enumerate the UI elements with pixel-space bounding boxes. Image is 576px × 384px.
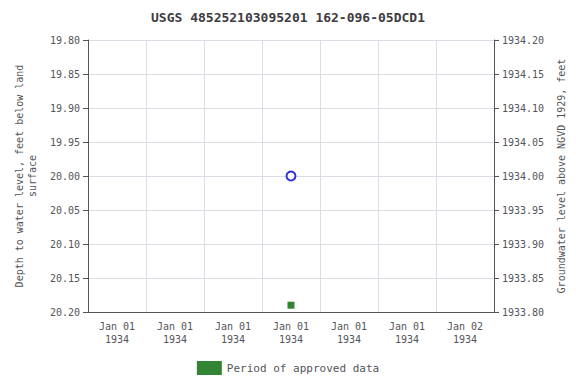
svg-text:19.85: 19.85 [50,69,80,80]
svg-text:Jan 01: Jan 01 [99,321,135,332]
svg-text:20.20: 20.20 [50,307,80,318]
svg-text:20.00: 20.00 [50,171,80,182]
svg-text:Jan 01: Jan 01 [389,321,425,332]
svg-text:1934.10: 1934.10 [502,103,544,114]
svg-text:surface: surface [27,155,38,197]
svg-text:1934: 1934 [337,334,361,345]
svg-text:USGS 485252103095201 162-096-0: USGS 485252103095201 162-096-05DCD1 [151,10,425,25]
svg-text:1934: 1934 [105,334,129,345]
svg-text:19.90: 19.90 [50,103,80,114]
svg-text:1933.80: 1933.80 [502,307,544,318]
svg-text:Depth to water level, feet bel: Depth to water level, feet below land [14,65,25,288]
svg-text:1934.05: 1934.05 [502,137,544,148]
svg-text:1933.85: 1933.85 [502,273,544,284]
svg-text:1934: 1934 [395,334,419,345]
svg-text:1934.00: 1934.00 [502,171,544,182]
svg-text:19.80: 19.80 [50,35,80,46]
svg-text:20.10: 20.10 [50,239,80,250]
svg-text:1934.20: 1934.20 [502,35,544,46]
svg-text:1934.15: 1934.15 [502,69,544,80]
svg-text:1934: 1934 [163,334,187,345]
svg-text:Jan 01: Jan 01 [331,321,367,332]
svg-text:1934: 1934 [453,334,477,345]
svg-text:Jan 02: Jan 02 [447,321,483,332]
svg-text:Jan 01: Jan 01 [157,321,193,332]
svg-text:Groundwater level above NGVD 1: Groundwater level above NGVD 1929, feet [556,59,567,294]
svg-text:20.15: 20.15 [50,273,80,284]
svg-text:Jan 01: Jan 01 [215,321,251,332]
svg-text:20.05: 20.05 [50,205,80,216]
svg-text:1933.95: 1933.95 [502,205,544,216]
svg-text:Period of approved data: Period of approved data [227,362,379,375]
svg-text:1934: 1934 [221,334,245,345]
svg-text:1933.90: 1933.90 [502,239,544,250]
svg-text:19.95: 19.95 [50,137,80,148]
svg-text:Jan 01: Jan 01 [273,321,309,332]
svg-text:1934: 1934 [279,334,303,345]
